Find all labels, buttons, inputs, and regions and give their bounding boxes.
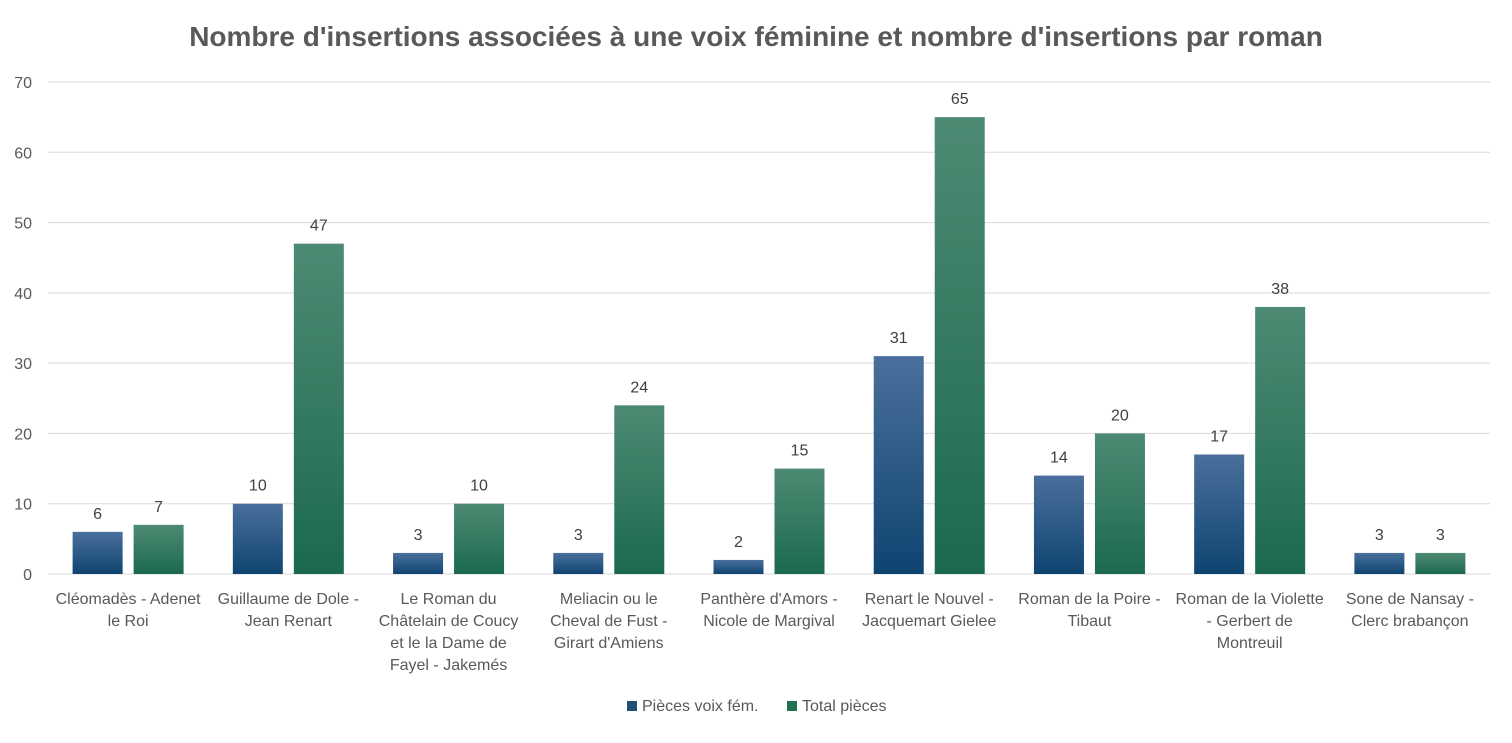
x-tick-label: Roman de la Violette	[1176, 591, 1324, 608]
y-axis: 0 10 20 30 40 50 60 70	[14, 75, 32, 584]
legend-swatch	[627, 701, 637, 711]
x-tick-label: Panthère d'Amors -	[700, 591, 837, 608]
data-label: 20	[1111, 407, 1129, 424]
y-tick-label: 40	[14, 286, 32, 303]
x-tick-label: Tibaut	[1068, 613, 1112, 630]
bar	[454, 503, 505, 574]
data-label: 24	[630, 379, 648, 396]
bar	[232, 503, 283, 574]
data-label: 14	[1050, 450, 1068, 467]
x-tick-label: Girart d'Amiens	[554, 635, 664, 652]
x-tick-label: Montreuil	[1217, 635, 1283, 652]
bars	[72, 117, 1466, 575]
x-tick-label: - Gerbert de	[1207, 613, 1293, 630]
data-label: 3	[1436, 527, 1445, 544]
legend-label: Total pièces	[802, 698, 887, 715]
data-labels: 6 7 10 47 3 10 3 24 2 15 31 65 14 20 17 38 3 3	[93, 91, 1445, 551]
bar	[133, 524, 184, 574]
y-tick-label: 0	[23, 567, 32, 584]
legend-swatch	[787, 701, 797, 711]
data-label: 3	[414, 527, 423, 544]
data-label: 10	[249, 478, 267, 495]
x-tick-label: le Roi	[108, 613, 149, 630]
data-label: 10	[470, 478, 488, 495]
x-tick-label: Nicole de Margival	[703, 613, 835, 630]
bar	[774, 468, 825, 574]
x-tick-label: Jacquemart Gielee	[862, 613, 996, 630]
x-tick-label: et le la Dame de	[390, 635, 507, 652]
y-tick-label: 60	[14, 145, 32, 162]
data-label: 65	[951, 91, 969, 108]
data-label: 38	[1271, 281, 1289, 298]
data-label: 3	[1375, 527, 1384, 544]
legend-label: Pièces voix fém.	[642, 698, 758, 715]
bar	[614, 405, 665, 574]
data-label: 2	[734, 534, 743, 551]
bar	[934, 117, 985, 575]
data-label: 31	[890, 330, 908, 347]
bar	[1194, 454, 1245, 574]
data-label: 3	[574, 527, 583, 544]
x-tick-label: Meliacin ou le	[560, 591, 658, 608]
x-tick-label: Châtelain de Coucy	[379, 613, 519, 630]
bar	[1033, 475, 1084, 574]
x-tick-label: Guillaume de Dole -	[218, 591, 359, 608]
y-tick-label: 50	[14, 216, 32, 233]
x-axis: Cléomadès - Adenet le Roi Guillaume de Dol…	[56, 591, 1474, 674]
x-tick-label: Fayel - Jakemés	[390, 657, 507, 674]
x-tick-label: Jean Renart	[245, 613, 333, 630]
data-label: 47	[310, 218, 328, 235]
bar	[393, 552, 444, 574]
bar	[1255, 306, 1306, 574]
data-label: 7	[154, 499, 163, 516]
data-label: 15	[791, 443, 809, 460]
x-tick-label: Renart le Nouvel -	[865, 591, 994, 608]
x-tick-label: Cheval de Fust -	[550, 613, 667, 630]
bar	[1354, 552, 1405, 574]
bar	[293, 243, 344, 574]
x-tick-label: Cléomadès - Adenet	[56, 591, 202, 608]
bar	[1094, 433, 1145, 574]
legend: Pièces voix fém. Total pièces	[627, 698, 887, 715]
y-tick-label: 20	[14, 426, 32, 443]
bar	[72, 531, 123, 574]
bar	[553, 552, 604, 574]
bar	[1415, 552, 1466, 574]
bar	[873, 356, 924, 574]
x-tick-label: Le Roman du	[401, 591, 497, 608]
y-tick-label: 10	[14, 497, 32, 514]
x-tick-label: Roman de la Poire -	[1018, 591, 1160, 608]
data-label: 6	[93, 506, 102, 523]
grid	[48, 81, 1490, 575]
chart-title: Nombre d'insertions associées à une voix…	[189, 21, 1323, 52]
x-tick-label: Clerc brabançon	[1351, 613, 1468, 630]
x-tick-label: Sone de Nansay -	[1346, 591, 1474, 608]
y-tick-label: 70	[14, 75, 32, 92]
data-label: 17	[1210, 429, 1228, 446]
bar	[713, 559, 764, 574]
y-tick-label: 30	[14, 356, 32, 373]
